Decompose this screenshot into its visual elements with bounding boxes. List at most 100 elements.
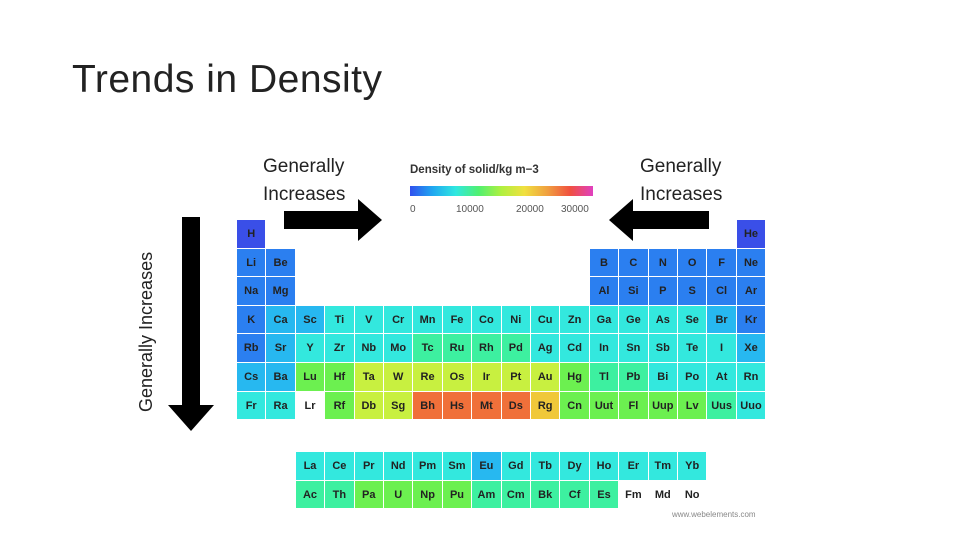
- element-cell-rn: Rn: [736, 363, 767, 392]
- element-cell-hg: Hg: [560, 363, 590, 392]
- element-cell-es: Es: [589, 480, 620, 510]
- slide-title: Trends in Density: [72, 58, 383, 101]
- element-cell-tl: Tl: [589, 363, 620, 392]
- element-cell-cf: Cf: [560, 480, 590, 510]
- element-cell-cu: Cu: [531, 305, 561, 335]
- element-cell-pb: Pb: [619, 363, 649, 392]
- element-cell-nb: Nb: [354, 334, 384, 363]
- element-cell-b: B: [589, 248, 620, 278]
- element-cell-ra: Ra: [266, 391, 296, 421]
- element-cell-li: Li: [237, 248, 267, 278]
- element-cell-ta: Ta: [354, 363, 384, 392]
- element-cell-os: Os: [442, 363, 473, 392]
- element-cell-s: S: [678, 277, 708, 306]
- label-line-1: Generally: [640, 156, 722, 177]
- element-cell-al: Al: [589, 277, 620, 306]
- element-cell-db: Db: [354, 391, 384, 421]
- element-cell-rh: Rh: [472, 334, 502, 363]
- element-cell-at: At: [707, 363, 737, 392]
- element-cell-y: Y: [295, 334, 326, 363]
- element-cell-po: Po: [678, 363, 708, 392]
- label-line-2: Increases: [263, 184, 346, 205]
- element-cell-sn: Sn: [619, 334, 649, 363]
- legend-gradient-bar: [410, 186, 593, 196]
- element-cell-ru: Ru: [442, 334, 473, 363]
- legend-title: Density of solid/kg m−3: [410, 164, 539, 176]
- element-cell-sc: Sc: [295, 305, 326, 335]
- element-cell-eu: Eu: [472, 452, 502, 481]
- legend-tick: 20000: [516, 204, 544, 215]
- element-cell-pa: Pa: [354, 480, 384, 510]
- element-cell-rb: Rb: [237, 334, 267, 363]
- element-cell-ac: Ac: [295, 480, 326, 510]
- element-cell-c: C: [619, 248, 649, 278]
- element-cell-tc: Tc: [413, 334, 443, 363]
- element-cell-ba: Ba: [266, 363, 296, 392]
- element-cell-ni: Ni: [501, 305, 531, 335]
- element-cell-am: Am: [472, 480, 502, 510]
- element-cell-mt: Mt: [472, 391, 502, 421]
- element-cell-he: He: [736, 220, 767, 249]
- element-cell-bk: Bk: [531, 480, 561, 510]
- element-cell-h: H: [237, 220, 267, 249]
- element-cell-uut: Uut: [589, 391, 620, 421]
- element-cell-fe: Fe: [442, 305, 473, 335]
- element-cell-co: Co: [472, 305, 502, 335]
- element-cell-th: Th: [325, 480, 355, 510]
- element-cell-br: Br: [707, 305, 737, 335]
- element-cell-pu: Pu: [442, 480, 473, 510]
- element-cell-ti: Ti: [325, 305, 355, 335]
- element-cell-f: F: [707, 248, 737, 278]
- element-cell-ds: Ds: [501, 391, 531, 421]
- element-cell-sm: Sm: [442, 452, 473, 481]
- element-cell-te: Te: [678, 334, 708, 363]
- arrow-right-icon: [284, 199, 382, 241]
- element-cell-ce: Ce: [325, 452, 355, 481]
- element-cell-as: As: [648, 305, 678, 335]
- element-cell-md: Md: [648, 480, 678, 510]
- element-cell-cm: Cm: [501, 480, 531, 510]
- label-increases-right: Generally Increases: [640, 153, 722, 209]
- element-cell-se: Se: [678, 305, 708, 335]
- element-cell-hs: Hs: [442, 391, 473, 421]
- element-cell-lv: Lv: [678, 391, 708, 421]
- element-cell-bh: Bh: [413, 391, 443, 421]
- element-cell-rf: Rf: [325, 391, 355, 421]
- element-cell-zn: Zn: [560, 305, 590, 335]
- element-cell-v: V: [354, 305, 384, 335]
- element-cell-sr: Sr: [266, 334, 296, 363]
- element-cell-tm: Tm: [648, 452, 678, 481]
- element-cell-uus: Uus: [707, 391, 737, 421]
- element-cell-tb: Tb: [531, 452, 561, 481]
- element-cell-ne: Ne: [736, 248, 767, 278]
- element-cell-ag: Ag: [531, 334, 561, 363]
- element-cell-mg: Mg: [266, 277, 296, 306]
- element-cell-cs: Cs: [237, 363, 267, 392]
- element-cell-sb: Sb: [648, 334, 678, 363]
- element-cell-hf: Hf: [325, 363, 355, 392]
- arrow-left-icon: [609, 199, 709, 241]
- legend-tick: 0: [410, 204, 416, 215]
- legend-tick: 30000: [561, 204, 589, 215]
- element-cell-si: Si: [619, 277, 649, 306]
- label-increases-left: Generally Increases: [263, 153, 345, 209]
- element-cell-np: Np: [413, 480, 443, 510]
- element-cell-k: K: [237, 305, 267, 335]
- element-cell-in: In: [589, 334, 620, 363]
- element-cell-mo: Mo: [384, 334, 414, 363]
- label-line-1: Generally: [263, 156, 345, 177]
- element-cell-er: Er: [619, 452, 649, 481]
- periodic-table: H He Li Be B C N O F Ne Na Mg Al Si P S Cl Ar K Ca Sc Ti V Cr Mn…: [237, 220, 769, 520]
- density-legend: Density of solid/kg m−3 0 10000 20000 30…: [408, 160, 598, 220]
- source-credit: www.webelements.com: [672, 510, 756, 519]
- element-cell-na: Na: [237, 277, 267, 306]
- element-cell-fl: Fl: [619, 391, 649, 421]
- element-cell-pt: Pt: [501, 363, 531, 392]
- element-cell-u: U: [384, 480, 414, 510]
- element-cell-uup: Uup: [648, 391, 678, 421]
- element-cell-be: Be: [266, 248, 296, 278]
- element-cell-ge: Ge: [619, 305, 649, 335]
- element-cell-cd: Cd: [560, 334, 590, 363]
- element-cell-ho: Ho: [589, 452, 620, 481]
- element-cell-rg: Rg: [531, 391, 561, 421]
